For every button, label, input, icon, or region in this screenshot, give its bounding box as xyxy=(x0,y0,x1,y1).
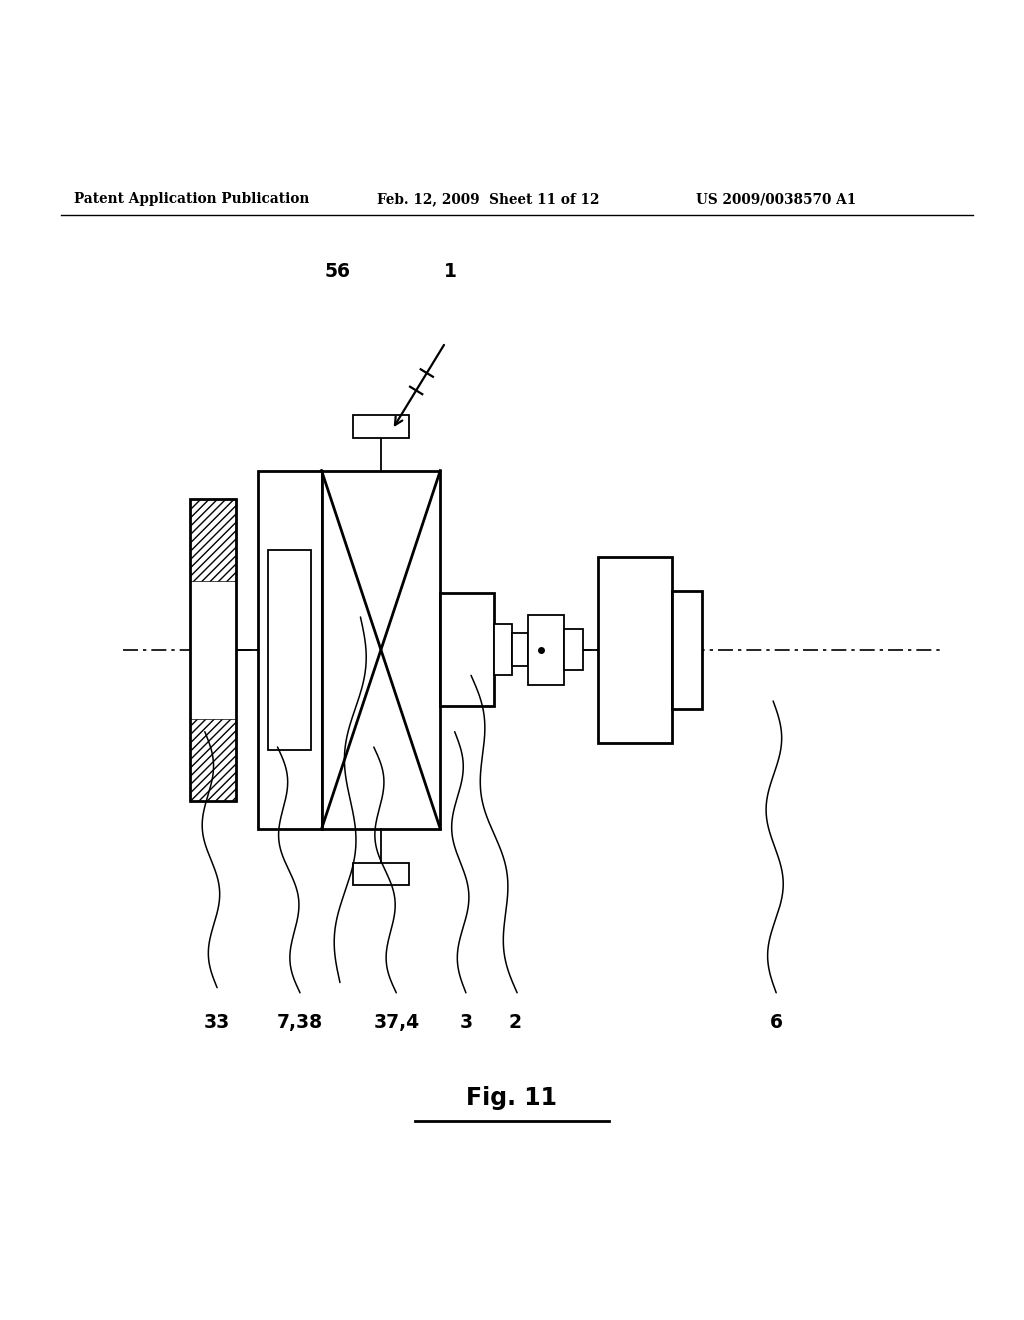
Text: 56: 56 xyxy=(325,263,351,281)
Bar xyxy=(528,615,564,685)
Text: 2: 2 xyxy=(509,1014,521,1032)
Bar xyxy=(494,624,512,676)
Bar xyxy=(322,470,440,829)
Bar xyxy=(190,499,236,801)
Text: 1: 1 xyxy=(444,263,457,281)
Text: Fig. 11: Fig. 11 xyxy=(467,1086,557,1110)
Text: US 2009/0038570 A1: US 2009/0038570 A1 xyxy=(696,193,856,206)
Text: 7,38: 7,38 xyxy=(276,1014,324,1032)
Text: 3: 3 xyxy=(460,1014,472,1032)
Bar xyxy=(672,591,702,709)
Bar xyxy=(268,550,311,750)
Bar xyxy=(190,719,236,801)
Bar xyxy=(352,863,409,886)
Bar xyxy=(352,416,409,438)
Text: 33: 33 xyxy=(204,1014,230,1032)
Bar xyxy=(564,630,583,671)
Bar xyxy=(598,557,672,743)
Text: 6: 6 xyxy=(770,1014,782,1032)
Text: Feb. 12, 2009  Sheet 11 of 12: Feb. 12, 2009 Sheet 11 of 12 xyxy=(377,193,599,206)
Bar xyxy=(258,470,322,829)
Bar xyxy=(512,634,528,667)
Bar xyxy=(190,499,236,581)
Text: Patent Application Publication: Patent Application Publication xyxy=(74,193,309,206)
Bar xyxy=(440,594,494,706)
Text: 37,4: 37,4 xyxy=(373,1014,420,1032)
